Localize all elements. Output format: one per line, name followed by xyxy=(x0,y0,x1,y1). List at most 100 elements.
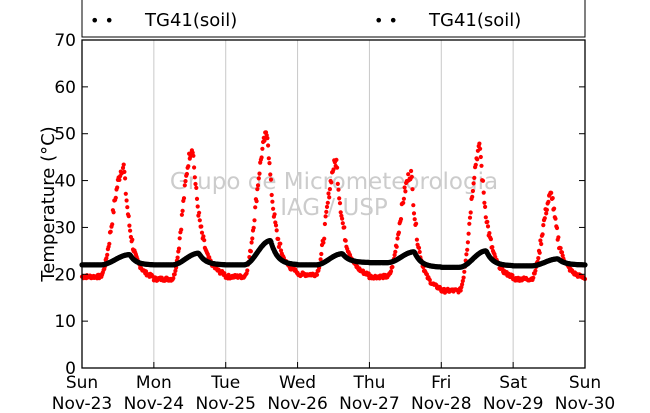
data-point xyxy=(250,236,255,241)
data-point xyxy=(254,199,259,204)
y-tick-label: 0 xyxy=(65,359,76,379)
data-point xyxy=(143,269,149,274)
data-point xyxy=(266,156,271,161)
data-point xyxy=(470,188,475,194)
x-tick-label-date: Nov-29 xyxy=(483,394,544,409)
data-point xyxy=(559,250,565,255)
x-tick-label-day: Mon xyxy=(136,373,172,393)
y-tick-label: 40 xyxy=(54,172,76,192)
data-point xyxy=(128,228,133,233)
data-point xyxy=(274,228,279,233)
data-point xyxy=(465,247,470,252)
watermark: Grupo de Micrometeorologia IAG / USP xyxy=(170,169,498,221)
data-point xyxy=(197,218,202,223)
x-tick-label-date: Nov-23 xyxy=(52,394,113,409)
data-point xyxy=(552,206,557,211)
data-point xyxy=(340,221,345,226)
data-point xyxy=(337,196,342,201)
data-point xyxy=(248,249,253,254)
data-point xyxy=(406,172,411,177)
data-point xyxy=(195,204,200,209)
data-point xyxy=(125,205,130,210)
data-point xyxy=(468,210,473,215)
data-point xyxy=(471,181,476,186)
data-point xyxy=(197,210,202,215)
data-point xyxy=(117,177,122,182)
data-point xyxy=(267,161,272,166)
data-point xyxy=(487,231,492,236)
data-point xyxy=(192,165,197,170)
legend-label-1: TG41(soil) xyxy=(144,10,237,31)
data-point xyxy=(259,155,264,160)
data-point xyxy=(398,217,404,222)
data-point xyxy=(182,183,187,188)
data-point xyxy=(271,206,276,211)
data-point xyxy=(324,204,330,209)
x-axis: SunNov-23MonNov-24TueNov-25WedNov-26ThuN… xyxy=(52,362,615,413)
data-point xyxy=(322,236,327,241)
legend-frame xyxy=(81,0,586,38)
data-point xyxy=(414,237,419,242)
data-point xyxy=(483,204,488,209)
x-tick-label-date: Nov-24 xyxy=(124,394,185,409)
data-point xyxy=(194,185,199,190)
x-tick-label-day: Sun xyxy=(569,373,601,393)
data-point xyxy=(336,187,341,192)
data-point xyxy=(318,257,323,262)
data-point xyxy=(335,181,340,186)
data-point xyxy=(337,201,343,206)
data-point xyxy=(108,229,113,234)
data-point xyxy=(395,236,400,241)
y-tick-label: 20 xyxy=(54,265,76,285)
data-point xyxy=(550,196,555,201)
data-point xyxy=(113,195,118,200)
data-point xyxy=(460,282,465,287)
plot-area xyxy=(82,40,585,368)
data-point xyxy=(107,241,112,246)
y-tick-label: 60 xyxy=(54,78,76,98)
data-point xyxy=(427,277,432,283)
data-point xyxy=(110,222,115,227)
data-point xyxy=(538,238,543,243)
data-point xyxy=(199,224,204,229)
legend-marker-2: • • xyxy=(374,11,398,30)
data-point xyxy=(485,224,491,229)
legend-marker-1: • • xyxy=(90,11,114,30)
data-point xyxy=(177,236,182,241)
y-axis: 0 10 20 30 40 50 60 70 xyxy=(54,31,585,379)
data-point xyxy=(481,190,486,195)
data-point xyxy=(266,143,271,148)
data-point xyxy=(478,154,483,160)
data-point xyxy=(540,232,545,237)
data-point xyxy=(390,264,395,270)
data-point xyxy=(115,185,120,190)
data-point xyxy=(127,223,132,228)
legend: • • TG41(soil) • • TG41(soil) xyxy=(81,0,586,38)
data-point xyxy=(510,273,515,278)
data-point xyxy=(544,207,550,212)
x-tick-label-date: Nov-26 xyxy=(267,394,328,409)
data-point xyxy=(409,168,414,174)
data-point xyxy=(324,209,329,214)
x-tick-label-day: Wed xyxy=(279,373,316,393)
x-tick-label-day: Thu xyxy=(352,373,385,393)
y-tick-label: 50 xyxy=(54,125,76,145)
data-point xyxy=(124,198,129,203)
data-point xyxy=(531,275,536,280)
data-point xyxy=(201,234,206,239)
data-point xyxy=(120,165,126,170)
data-point xyxy=(276,236,281,242)
data-point xyxy=(402,185,407,190)
data-point xyxy=(326,191,331,196)
data-point xyxy=(480,178,486,183)
data-point xyxy=(340,216,345,221)
data-point xyxy=(255,187,260,192)
data-point xyxy=(276,244,281,249)
data-point xyxy=(473,162,478,167)
data-point xyxy=(393,249,398,254)
data-point xyxy=(401,200,406,205)
data-point xyxy=(257,171,262,176)
data-point xyxy=(183,179,188,184)
data-point xyxy=(542,216,547,221)
